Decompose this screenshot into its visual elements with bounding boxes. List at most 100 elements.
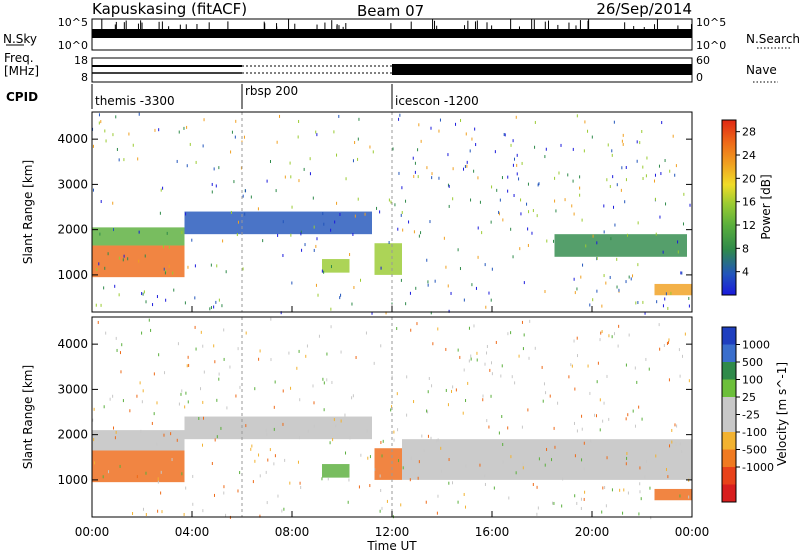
scatter-dot <box>221 304 223 308</box>
scatter-dot <box>596 289 598 293</box>
scatter-dot <box>666 342 668 346</box>
scatter-dot <box>523 333 525 337</box>
scatter-dot <box>380 440 382 444</box>
scatter-dot <box>482 398 484 402</box>
scatter-dot <box>579 186 581 190</box>
scatter-dot <box>401 211 403 215</box>
scatter-dot <box>668 378 670 382</box>
velocity-colorbar-label: Velocity [m s^-1] <box>775 362 789 466</box>
scatter-dot <box>520 198 522 202</box>
scatter-dot <box>452 167 454 171</box>
scatter-dot <box>465 399 467 403</box>
scatter-dot <box>282 389 284 393</box>
scatter-dot <box>215 184 217 188</box>
scatter-dot <box>163 267 165 271</box>
scatter-dot <box>349 436 351 440</box>
scatter-dot <box>391 405 393 409</box>
scatter-dot <box>354 141 356 145</box>
scatter-dot <box>544 155 546 159</box>
scatter-dot <box>448 204 450 208</box>
velocity-cb-cell <box>722 344 736 363</box>
velocity-cb-tick-label: 1000 <box>742 339 770 352</box>
scatter-dot <box>583 497 585 501</box>
scatter-dot <box>476 358 478 362</box>
scatter-dot <box>534 120 536 124</box>
scatter-dot <box>625 417 627 421</box>
scatter-dot <box>176 438 178 442</box>
scatter-dot <box>396 327 398 331</box>
scatter-dot <box>637 263 639 267</box>
scatter-dot <box>536 512 538 516</box>
scatter-dot <box>153 412 155 416</box>
scatter-dot <box>186 164 188 168</box>
scatter-dot <box>347 500 349 504</box>
scatter-dot <box>266 432 268 436</box>
scatter-dot <box>603 204 605 208</box>
scatter-dot <box>330 228 332 232</box>
scatter-dot <box>345 451 347 455</box>
scatter-dot <box>330 265 332 269</box>
scatter-dot <box>107 252 109 256</box>
scatter-dot <box>291 205 293 209</box>
scatter-dot <box>210 306 212 310</box>
scatter-dot <box>504 133 506 137</box>
scatter-dot <box>145 300 147 304</box>
scatter-dot <box>425 500 427 504</box>
x-tick-label: 00:00 <box>75 525 110 539</box>
scatter-dot <box>203 370 205 374</box>
scatter-dot <box>119 351 121 355</box>
power-regions <box>92 211 692 296</box>
scatter-dot <box>445 347 447 351</box>
scatter-dot <box>589 303 591 307</box>
scatter-dot <box>158 353 160 357</box>
nave-tick-top: 60 <box>696 54 710 67</box>
scatter-dot <box>430 436 432 440</box>
cpid-segment-2: icescon -1200 <box>395 94 479 108</box>
cpid-segment-0: themis -3300 <box>95 94 175 108</box>
scatter-dot <box>600 331 602 335</box>
scatter-dot <box>296 366 298 370</box>
scatter-dot <box>649 486 651 490</box>
scatter-dot <box>501 364 503 368</box>
scatter-dot <box>614 223 616 227</box>
scatter-dot <box>275 189 277 193</box>
power-y-axis-label: Slant Range [km] <box>21 160 35 264</box>
scatter-dot <box>490 220 492 224</box>
scatter-dot <box>486 351 488 355</box>
region-cell-1 <box>92 430 185 451</box>
scatter-dot <box>452 197 454 201</box>
scatter-dot <box>498 431 500 435</box>
scatter-dot <box>400 278 402 282</box>
scatter-dot <box>439 118 441 122</box>
scatter-dot <box>580 506 582 510</box>
scatter-dot <box>584 490 586 494</box>
scatter-dot <box>339 213 341 217</box>
scatter-dot <box>576 287 578 291</box>
scatter-dot <box>571 204 573 208</box>
scatter-dot <box>185 391 187 395</box>
scatter-dot <box>157 509 159 513</box>
scatter-dot <box>274 454 276 458</box>
scatter-dot <box>491 372 493 376</box>
scatter-dot <box>323 270 325 274</box>
scatter-dot <box>148 318 150 322</box>
scatter-dot <box>463 298 465 302</box>
scatter-dot <box>237 347 239 351</box>
scatter-dot <box>606 178 608 182</box>
scatter-dot <box>95 303 97 307</box>
scatter-dot <box>259 474 261 478</box>
scatter-dot <box>242 194 244 198</box>
scatter-dot <box>639 482 641 486</box>
scatter-dot <box>642 177 644 181</box>
scatter-dot <box>519 247 521 251</box>
scatter-dot <box>397 227 399 231</box>
scatter-dot <box>290 175 292 179</box>
scatter-dot <box>239 471 241 475</box>
scatter-dot <box>466 160 468 164</box>
scatter-dot <box>574 387 576 391</box>
scatter-dot <box>122 258 124 262</box>
x-tick-label: 08:00 <box>275 525 310 539</box>
scatter-dot <box>331 380 333 384</box>
scatter-dot <box>688 296 690 300</box>
